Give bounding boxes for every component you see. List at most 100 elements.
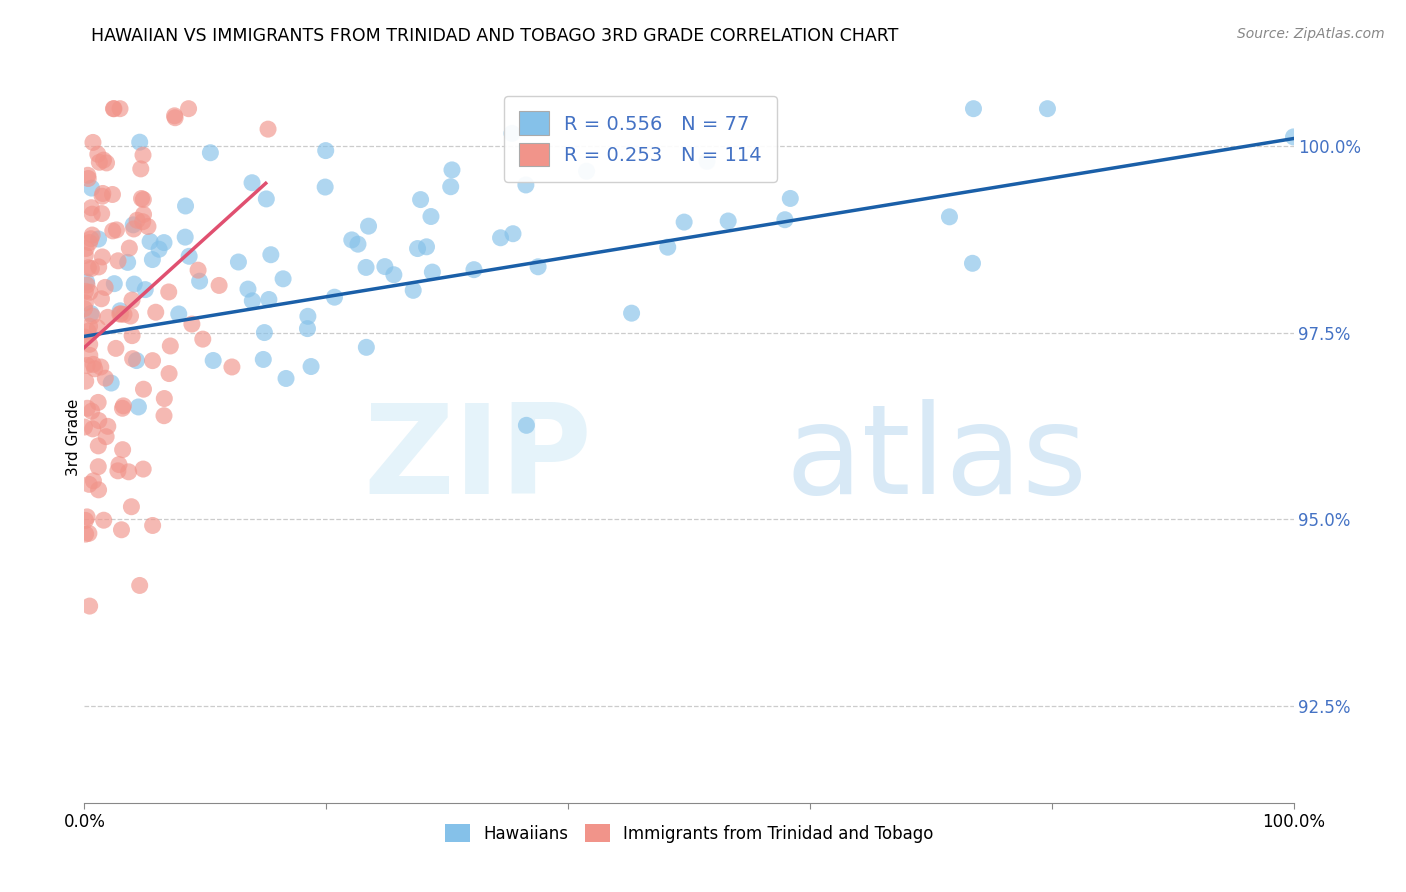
Point: [420, 210, 443, 224]
Point: [122, 218, 145, 232]
Point: [132, 193, 155, 207]
Point: [103, 277, 125, 291]
Point: [103, 102, 125, 116]
Point: [87, 439, 110, 453]
Point: [145, 305, 167, 319]
Point: [110, 307, 132, 321]
Point: [111, 401, 134, 416]
Point: [82, 422, 104, 436]
Point: [87, 395, 110, 409]
Point: [315, 144, 337, 158]
Point: [142, 518, 165, 533]
Point: [415, 240, 437, 254]
Point: [94, 371, 117, 385]
Point: [374, 260, 396, 274]
Point: [132, 462, 155, 476]
Point: [122, 277, 145, 291]
Point: [104, 342, 127, 356]
Point: [90, 292, 112, 306]
Point: [76, 509, 98, 524]
Point: [257, 293, 280, 307]
Point: [90, 206, 112, 220]
Point: [112, 399, 135, 413]
Point: [83, 361, 105, 376]
Point: [356, 340, 378, 354]
Point: [93, 153, 115, 167]
Point: [221, 359, 243, 374]
Point: [77, 324, 100, 338]
Point: [673, 215, 696, 229]
Point: [107, 253, 129, 268]
Point: [240, 293, 263, 308]
Point: [101, 187, 124, 202]
Point: [110, 523, 132, 537]
Point: [108, 307, 131, 321]
Point: [240, 176, 263, 190]
Text: Source: ZipAtlas.com: Source: ZipAtlas.com: [1237, 27, 1385, 41]
Point: [167, 307, 190, 321]
Point: [80, 306, 103, 320]
Point: [107, 464, 129, 478]
Point: [165, 111, 187, 125]
Point: [153, 392, 176, 406]
Point: [87, 147, 110, 161]
Point: [94, 430, 117, 444]
Point: [440, 179, 463, 194]
Point: [157, 367, 180, 381]
Point: [76, 168, 98, 182]
Point: [91, 186, 114, 201]
Point: [82, 227, 104, 242]
Point: [938, 210, 960, 224]
Point: [91, 250, 114, 264]
Point: [82, 357, 104, 371]
Point: [87, 232, 110, 246]
Point: [117, 255, 139, 269]
Point: [717, 214, 740, 228]
Point: [187, 263, 209, 277]
Point: [77, 526, 100, 541]
Point: [77, 477, 100, 491]
Point: [136, 219, 159, 234]
Point: [87, 459, 110, 474]
Point: [200, 145, 222, 160]
Point: [75, 248, 97, 262]
Point: [79, 319, 101, 334]
Point: [82, 474, 104, 488]
Point: [79, 599, 101, 613]
Point: [128, 578, 150, 592]
Point: [402, 283, 425, 297]
Point: [141, 353, 163, 368]
Point: [228, 255, 250, 269]
Point: [188, 274, 211, 288]
Point: [86, 320, 108, 334]
Point: [76, 275, 98, 289]
Point: [75, 527, 97, 541]
Point: [100, 376, 122, 390]
Point: [297, 321, 319, 335]
Point: [108, 458, 131, 472]
Point: [97, 419, 120, 434]
Point: [73, 420, 96, 434]
Point: [274, 371, 297, 385]
Point: [87, 260, 110, 274]
Point: [76, 401, 98, 416]
Point: [120, 309, 142, 323]
Point: [132, 382, 155, 396]
Point: [87, 483, 110, 497]
Point: [260, 248, 283, 262]
Point: [108, 303, 131, 318]
Point: [515, 178, 537, 192]
Point: [202, 353, 225, 368]
Point: [79, 235, 101, 250]
Point: [340, 233, 363, 247]
Point: [440, 162, 463, 177]
Point: [132, 148, 155, 162]
Point: [111, 442, 134, 457]
Point: [112, 307, 135, 321]
Point: [141, 252, 163, 267]
Point: [118, 465, 141, 479]
Point: [75, 242, 97, 256]
Point: [75, 513, 97, 527]
Point: [489, 231, 512, 245]
Point: [75, 295, 97, 310]
